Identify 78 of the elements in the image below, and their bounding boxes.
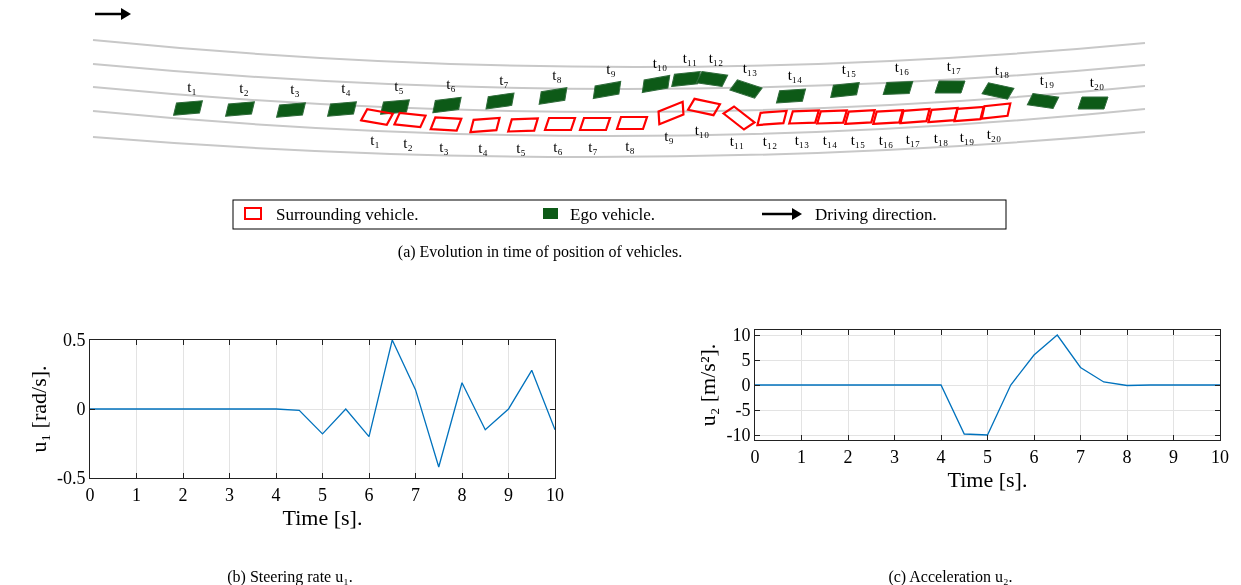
x-tick-label: 3 (225, 484, 234, 505)
y-tick-label: 0.5 (62, 330, 86, 351)
x-tick-label: 4 (271, 484, 281, 505)
text: t₉ (664, 128, 674, 144)
x-tick-label: 2 (178, 484, 188, 505)
text: t₆ (446, 76, 456, 92)
y-tick-label: -5 (735, 400, 751, 421)
y-tick-label: 10 (732, 325, 751, 346)
x-tick-label: 4 (936, 446, 946, 467)
y-axis-title: u₂ [m/s²]. (695, 343, 721, 427)
text: t₄ (478, 140, 488, 156)
text: t₁₈ (933, 130, 949, 146)
x-tick-label: 10 (1211, 446, 1229, 467)
text: t₁₁ (729, 133, 745, 149)
y-tick-label: -0.5 (56, 468, 86, 489)
text: t₁₆ (894, 59, 910, 75)
text: t₅ (394, 78, 404, 94)
x-tick-label: 2 (843, 446, 853, 467)
x-tick-label: 7 (1076, 446, 1085, 467)
text: Surrounding vehicle. (276, 205, 419, 224)
text: t₃ (290, 81, 300, 97)
text: t₁₅ (841, 61, 857, 77)
y-axis-title: u₁ [rad/s]. (25, 365, 51, 453)
text: t₈ (552, 67, 562, 83)
text: t₁₇ (946, 58, 962, 74)
text: t₂₀ (1089, 74, 1105, 90)
text: t₁₃ (794, 132, 810, 148)
text: t₂ (239, 80, 249, 96)
text: Ego vehicle. (570, 205, 655, 224)
x-tick-label: 8 (457, 484, 467, 505)
text: t₁₂ (708, 50, 724, 66)
x-tick-label: 5 (983, 446, 992, 467)
x-tick-label: 5 (318, 484, 327, 505)
text: Driving direction. (815, 205, 937, 224)
y-tick-label: 0 (76, 399, 86, 420)
x-tick-label: 1 (132, 484, 141, 505)
text: t₁₉ (959, 129, 975, 145)
x-tick-label: 3 (890, 446, 899, 467)
x-tick-label: 10 (546, 484, 564, 505)
text: t₁₀ (652, 55, 668, 71)
y-tick-label: 5 (741, 350, 751, 371)
text: t₁ (370, 132, 380, 148)
y-tick-label: -10 (726, 425, 751, 446)
text: t₈ (625, 138, 635, 154)
text: t₁₄ (787, 67, 803, 83)
x-tick-label: 9 (1169, 446, 1178, 467)
x-tick-label: 1 (797, 446, 806, 467)
text: t₁₉ (1039, 72, 1055, 88)
text: t₆ (553, 139, 563, 155)
text: t₁₄ (822, 132, 838, 148)
y-tick-label: 0 (741, 375, 751, 396)
x-tick-label: 7 (411, 484, 420, 505)
text: t₁₇ (905, 131, 921, 147)
text: t₂₀ (986, 126, 1002, 142)
text: t₇ (499, 72, 509, 88)
text: t₁₁ (682, 50, 698, 66)
text: (a) Evolution in time of position of vehicles. (397, 243, 683, 261)
text: t₇ (588, 139, 598, 155)
text: t₄ (341, 80, 351, 96)
text: t₁₆ (878, 132, 894, 148)
text: t₁₂ (762, 133, 778, 149)
text: t₉ (606, 61, 616, 77)
text: t₁₈ (994, 62, 1010, 78)
text: t₂ (403, 135, 413, 151)
text: (b) Steering rate u₁. (227, 568, 353, 585)
text: t₁₅ (850, 132, 866, 148)
text: t₁₃ (742, 60, 758, 76)
text: t₁ (187, 79, 197, 95)
x-axis-title: Time [s]. (947, 466, 1028, 492)
x-axis-title: Time [s]. (282, 504, 363, 530)
x-tick-label: 9 (504, 484, 513, 505)
x-tick-label: 8 (1122, 446, 1132, 467)
text: t₃ (439, 139, 449, 155)
text: (c) Acceleration u₂. (888, 568, 1013, 585)
x-tick-label: 6 (364, 484, 374, 505)
x-tick-label: 6 (1029, 446, 1039, 467)
text: t₁₀ (694, 122, 710, 138)
text: t₅ (516, 140, 526, 156)
